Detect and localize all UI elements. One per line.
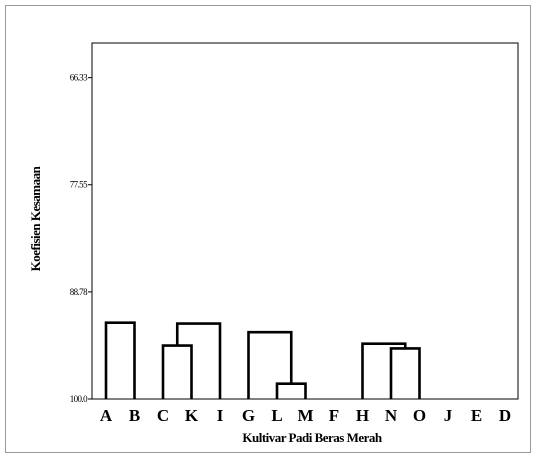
y-tick-label: 77.55: [70, 180, 88, 190]
leaf-label: K: [185, 406, 199, 425]
y-tick-label: 66.33: [70, 73, 88, 83]
leaf-label: B: [129, 406, 140, 425]
y-tick-label: 100.0: [70, 394, 88, 404]
y-tick-label: 88.78: [70, 287, 88, 297]
leaf-label: H: [356, 406, 369, 425]
leaf-label: E: [471, 406, 482, 425]
merge-link: [104, 321, 136, 399]
leaf-label: A: [100, 406, 113, 425]
leaf-label: J: [444, 406, 453, 425]
merge-link: [361, 342, 407, 399]
merge-link: [161, 344, 193, 399]
merge-link: [247, 330, 293, 399]
dendrogram-links: [104, 321, 421, 399]
leaf-label: D: [499, 406, 511, 425]
leaf-label: I: [217, 406, 224, 425]
leaf-label: O: [413, 406, 426, 425]
leaf-label: C: [157, 406, 169, 425]
leaf-label: G: [242, 406, 255, 425]
merge-link: [389, 347, 421, 399]
leaf-label: F: [329, 406, 339, 425]
leaf-label: L: [271, 406, 282, 425]
merge-link: [175, 322, 222, 399]
leaf-label: M: [297, 406, 313, 425]
y-axis-title: Koefisien Kesamaan: [28, 165, 43, 271]
y-axis-ticks: 66.33 77.55 88.78 100.0: [70, 73, 92, 404]
leaf-label: N: [385, 406, 398, 425]
x-axis-title: Kultivar Padi Beras Merah: [242, 430, 383, 445]
plot-area-border: [91, 42, 519, 400]
merge-link: [275, 382, 307, 399]
